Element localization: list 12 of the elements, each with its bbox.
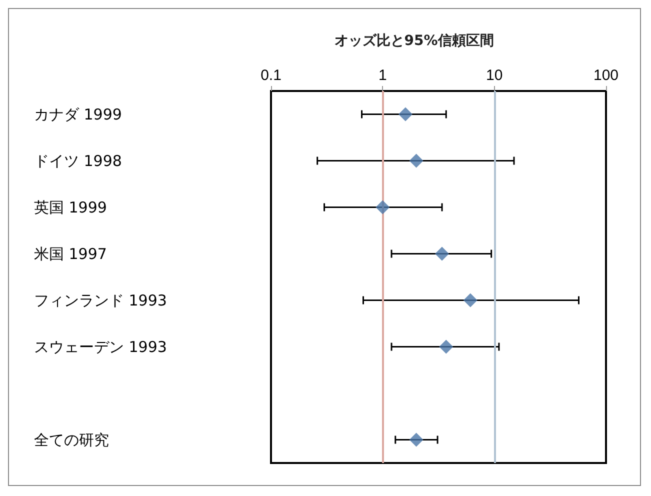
y-tick-label: フィンランド 1993 <box>34 291 167 310</box>
y-tick-label: スウェーデン 1993 <box>34 338 167 356</box>
y-tick-label: 全ての研究 <box>34 430 109 449</box>
x-tick-label: 1 <box>378 67 387 84</box>
y-tick-label: 英国 1999 <box>34 198 107 216</box>
chart-title: オッズ比と95%信頼区間 <box>334 33 494 49</box>
x-tick-label: 0.1 <box>260 67 282 84</box>
y-tick-label: カナダ 1999 <box>34 105 122 124</box>
x-tick-label: 10 <box>486 67 503 84</box>
y-tick-label: 米国 1997 <box>34 244 107 263</box>
y-tick-label: ドイツ 1998 <box>34 152 122 170</box>
x-tick-label: 100 <box>593 67 619 84</box>
